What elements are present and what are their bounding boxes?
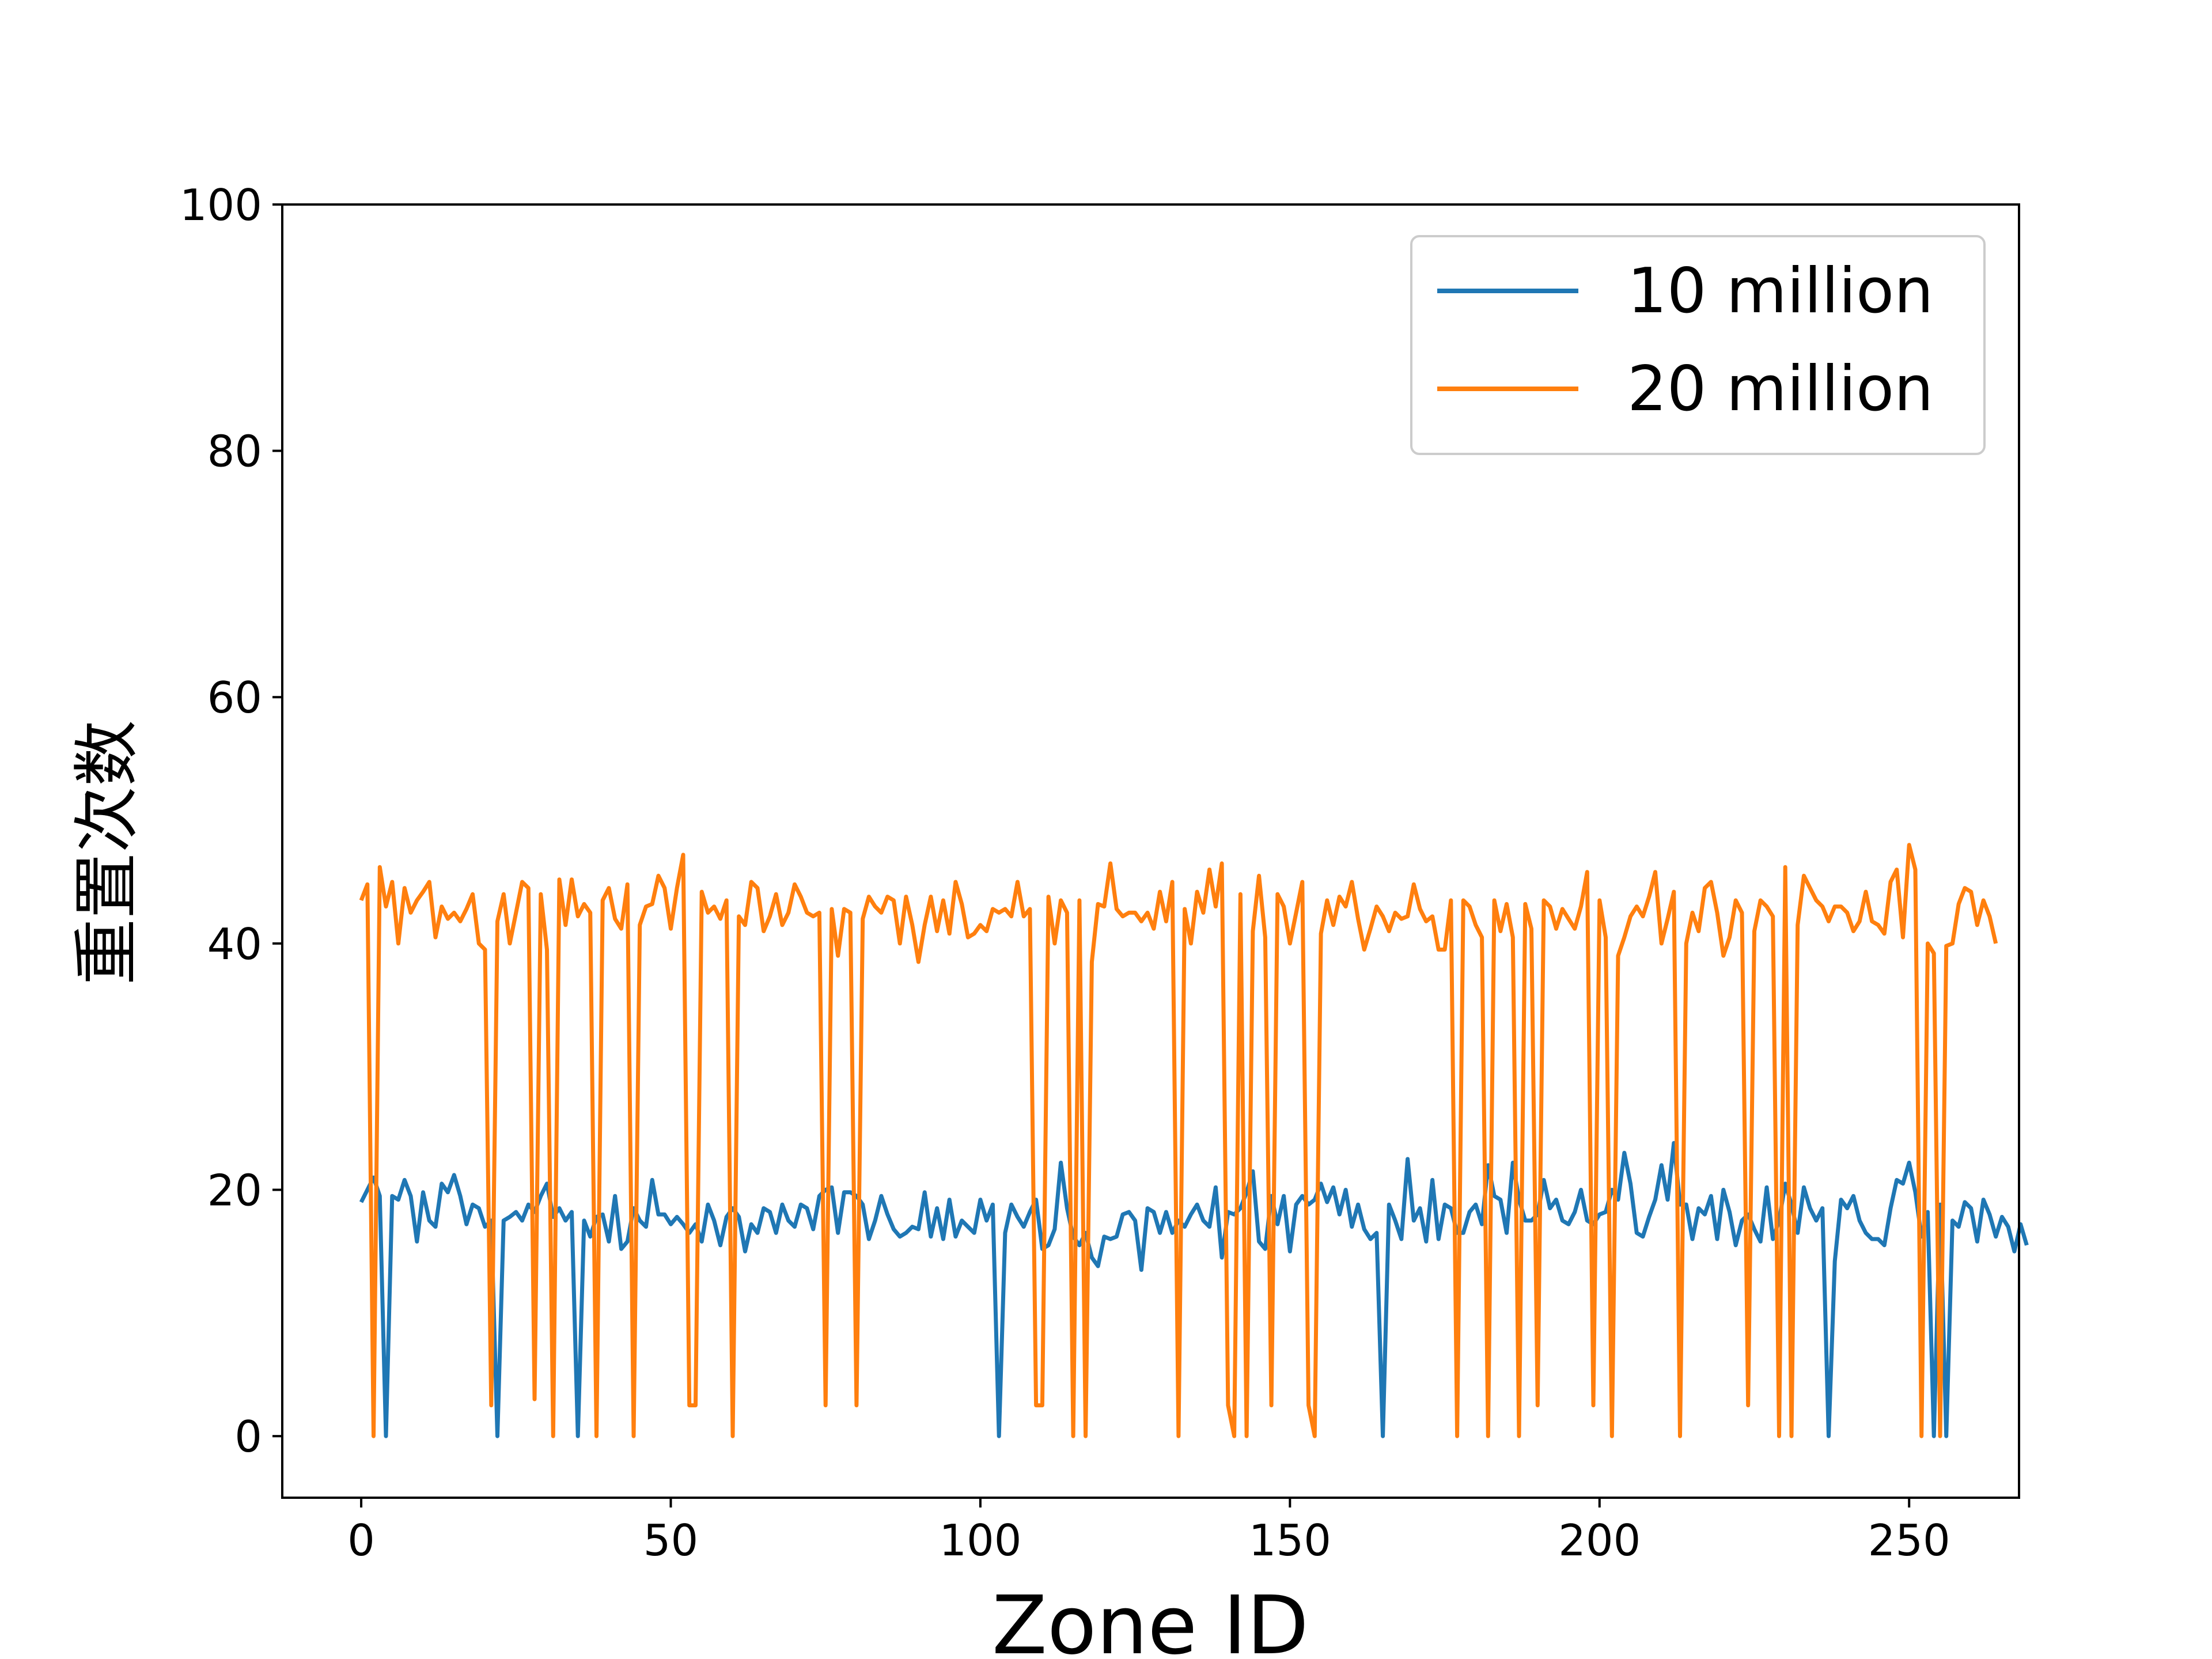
x-axis-title: Zone ID: [992, 1579, 1309, 1659]
series-line-20-million: [359, 843, 1998, 1438]
legend: 10 million 20 million: [1410, 235, 1986, 455]
x-tick-label: 200: [1558, 1515, 1641, 1566]
y-tick-label: 80: [207, 426, 262, 477]
legend-label-20-million: 20 million: [1627, 353, 1934, 425]
y-tick-label: 20: [207, 1165, 262, 1215]
x-tick-label: 100: [939, 1515, 1021, 1566]
y-tick-label: 100: [180, 180, 262, 230]
x-tick-label: 150: [1249, 1515, 1331, 1566]
x-tick-label: 250: [1868, 1515, 1950, 1566]
legend-label-10-million: 10 million: [1627, 255, 1934, 327]
x-tick-label: 50: [643, 1515, 698, 1566]
y-axis-title: 重置次数: [69, 720, 146, 985]
y-tick-label: 60: [207, 672, 262, 723]
y-tick-label: 40: [207, 919, 262, 969]
series-layer: [359, 843, 2029, 1438]
x-tick-label: 0: [347, 1515, 375, 1566]
plot-frame: [281, 203, 2020, 1499]
y-tick-label: 0: [234, 1411, 262, 1462]
ticks-layer: 0 50 100 150 200 250 0 20 40 60 80 100: [180, 180, 1950, 1566]
